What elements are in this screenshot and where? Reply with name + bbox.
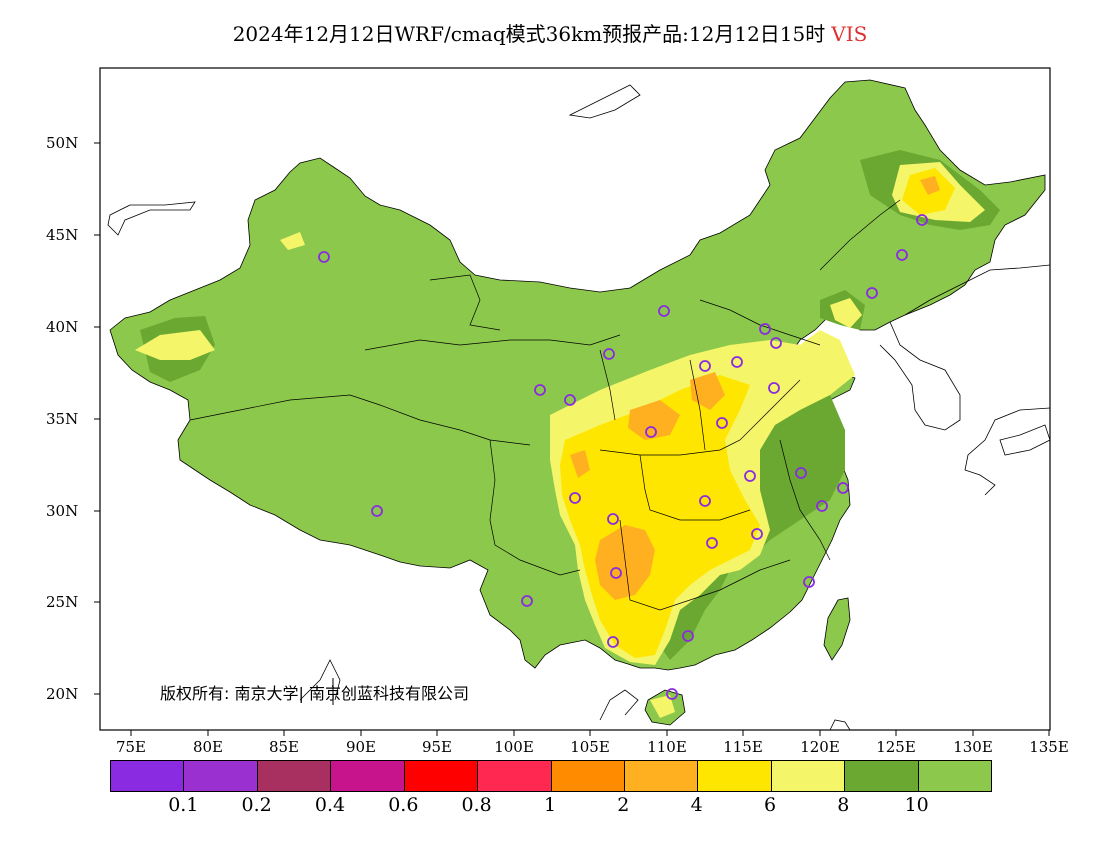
lon-label-135e: 135E (1029, 738, 1069, 756)
lon-label-110e: 110E (647, 738, 687, 756)
station-marker (658, 305, 670, 317)
station-marker (666, 688, 678, 700)
title-text: 2024年12月12日WRF/cmaq模式36km预报产品:12月12日15时 (232, 22, 826, 46)
station-marker (607, 513, 619, 525)
station-marker (803, 576, 815, 588)
lon-label-85e: 85E (268, 738, 300, 756)
colorbar-swatch (551, 761, 625, 791)
copyright-text: 版权所有: 南京大学| 南京创蓝科技有限公司 (160, 684, 469, 703)
station-marker (816, 500, 828, 512)
colorbar-swatch (257, 761, 332, 791)
station-marker (534, 384, 546, 396)
colorbar-swatch (331, 761, 405, 791)
lat-label-20n: 20N (46, 685, 79, 703)
station-marker (645, 426, 657, 438)
lon-label-120e: 120E (800, 738, 840, 756)
station-marker (731, 356, 743, 368)
station-marker (699, 360, 711, 372)
station-marker (607, 636, 619, 648)
lon-label-95e: 95E (421, 738, 453, 756)
lon-label-105e: 105E (570, 738, 610, 756)
taiwan-island (823, 597, 851, 661)
colorbar-label: 0.1 (168, 794, 199, 816)
colorbar-label: 2 (617, 794, 630, 816)
colorbar-swatch (624, 761, 699, 791)
lon-label-100e: 100E (494, 738, 534, 756)
station-marker (603, 348, 615, 360)
lat-label-30n: 30N (46, 502, 79, 520)
station-marker (916, 214, 928, 226)
lat-label-50n: 50N (46, 134, 79, 152)
station-marker (569, 492, 581, 504)
colorbar-label: 4 (690, 794, 703, 816)
station-marker (706, 537, 718, 549)
colorbar-swatch (771, 761, 846, 791)
variable-label: VIS (831, 22, 868, 46)
station-marker (837, 482, 849, 494)
colorbar-label: 6 (763, 794, 777, 816)
station-marker (318, 251, 330, 263)
colorbar-swatch (111, 761, 185, 791)
colorbar-swatch (698, 761, 772, 791)
axis-ticks (94, 142, 1050, 736)
station-marker (716, 417, 728, 429)
station-marker (768, 382, 780, 394)
colorbar-swatch (184, 761, 258, 791)
orange-regions (570, 176, 940, 600)
lon-label-80e: 80E (192, 738, 224, 756)
colorbar-swatch (404, 761, 479, 791)
lat-label-25n: 25N (46, 593, 79, 611)
lon-label-130e: 130E (953, 738, 993, 756)
colorbar-label: 8 (837, 794, 850, 816)
lat-label-45n: 45N (46, 226, 79, 244)
station-marker (521, 595, 533, 607)
province-boundaries (189, 199, 901, 611)
lat-label-40n: 40N (46, 318, 79, 336)
lat-label-35n: 35N (46, 410, 79, 428)
station-marker (751, 528, 763, 540)
colorbar-label: 0.8 (461, 794, 492, 816)
colorbar-swatch (478, 761, 552, 791)
station-marker (371, 505, 383, 517)
colorbar-label: 0.6 (388, 794, 419, 816)
station-marker (795, 467, 807, 479)
lon-label-75e: 75E (115, 738, 147, 756)
map-title: 2024年12月12日WRF/cmaq模式36km预报产品:12月12日15时 V… (0, 18, 1100, 47)
station-marker (770, 337, 782, 349)
colorbar-label: 10 (904, 794, 929, 816)
station-marker (699, 495, 711, 507)
station-marker (866, 287, 878, 299)
lon-label-125e: 125E (876, 738, 916, 756)
station-marker (682, 630, 694, 642)
station-marker (759, 323, 771, 335)
lon-label-115e: 115E (723, 738, 763, 756)
station-marker (564, 394, 576, 406)
colorbar-swatch (845, 761, 919, 791)
station-markers (318, 214, 928, 700)
station-marker (896, 249, 908, 261)
colorbar (110, 760, 992, 792)
lon-label-90e: 90E (345, 738, 377, 756)
colorbar-label: 0.2 (241, 794, 272, 816)
colorbar-label: 0.4 (314, 794, 346, 816)
station-marker (610, 567, 622, 579)
neighbor-coastlines (107, 84, 1051, 731)
station-marker (744, 470, 756, 482)
colorbar-label: 1 (543, 794, 557, 816)
colorbar-swatch (918, 761, 992, 791)
